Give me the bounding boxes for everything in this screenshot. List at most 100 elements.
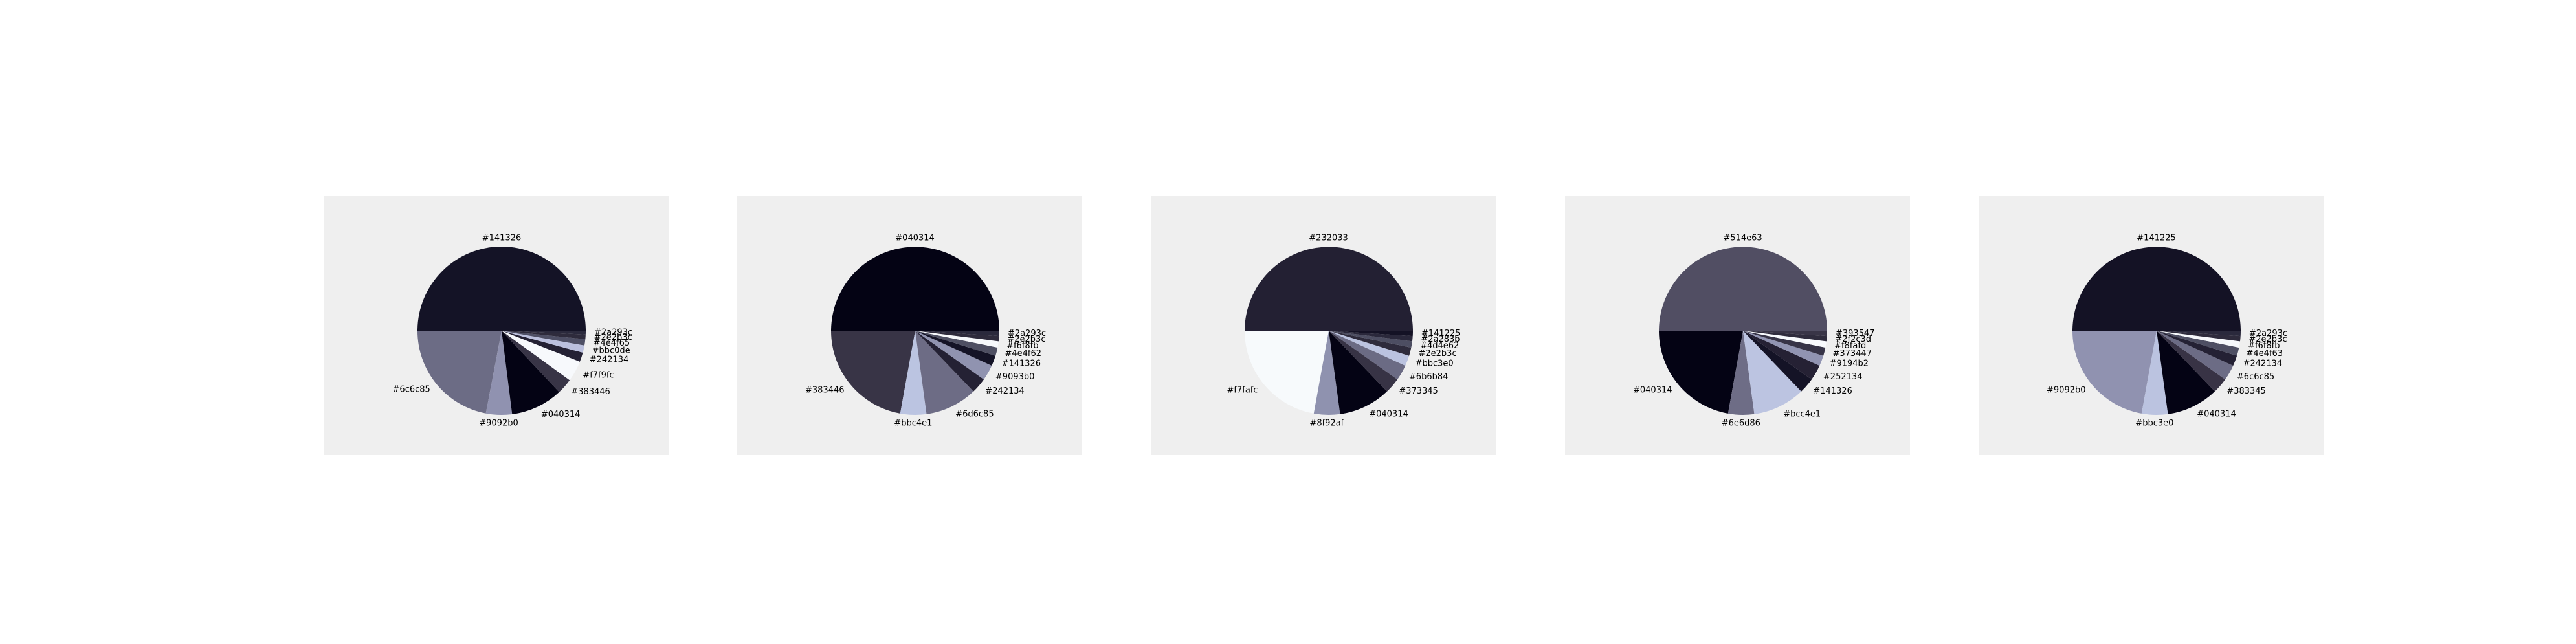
pie-panel-5: #141225 #9092b0 #bbc3e0 #040314 #383345 #6c6c… — [1979, 196, 2324, 455]
pie-slice — [915, 331, 974, 414]
pie-slice — [900, 331, 927, 415]
pie-slice — [915, 331, 996, 366]
pie-slice — [1743, 331, 1827, 342]
slice-label: #8f92af — [1309, 418, 1344, 428]
pie-slice — [417, 247, 586, 331]
pie-slice — [2157, 331, 2237, 366]
slice-label: #f7fafc — [1227, 386, 1258, 395]
slice-label: #141326 — [482, 234, 522, 243]
pie-slice — [1245, 331, 1329, 414]
pie-slice — [417, 331, 502, 414]
pie-slice — [831, 331, 915, 414]
pie-slice — [2157, 331, 2241, 337]
pie-slice — [1244, 247, 1413, 331]
pie-slice — [1743, 331, 1802, 414]
slice-label: #141225 — [1421, 329, 1461, 339]
slice-label: #252134 — [1823, 372, 1863, 382]
pie-slice — [502, 331, 586, 340]
pie-slice — [1743, 331, 1812, 392]
slice-label: #f8fafd — [1834, 341, 1866, 351]
slice-label: #bbc0de — [592, 346, 630, 356]
slice-label: #f6f8fb — [2248, 341, 2280, 351]
pie-slice — [502, 331, 583, 362]
pie-slice — [502, 331, 584, 353]
pie-slice — [915, 331, 999, 348]
slice-label: #4e4f65 — [594, 339, 630, 348]
slice-label: #2a293c — [1008, 329, 1046, 339]
slice-label: #393547 — [1836, 329, 1875, 339]
slice-label: #4e4f62 — [1005, 349, 1041, 359]
pie-slice — [1329, 331, 1410, 366]
slice-label: #6b6b84 — [1409, 372, 1448, 382]
slice-label: #383446 — [805, 386, 845, 395]
pie-slice — [1743, 331, 1827, 348]
slice-label: #9194b2 — [1830, 359, 1869, 369]
slice-label: #bcc4e1 — [1783, 409, 1821, 419]
slice-label: #6c6c85 — [2237, 372, 2274, 382]
pie-slice — [2157, 331, 2215, 414]
slice-label: #6e6d86 — [1722, 418, 1760, 428]
slice-label: #242134 — [2243, 359, 2283, 369]
slice-label: #4e4f63 — [2246, 349, 2283, 359]
slice-label: #6d6c85 — [955, 409, 994, 419]
pie-slice — [1659, 331, 1743, 414]
pie-slice — [1658, 247, 1827, 331]
slice-label: #2e2b3c — [1007, 335, 1045, 344]
pie-slice — [915, 331, 999, 337]
slice-label: #040314 — [1633, 386, 1672, 395]
pie-slice — [502, 331, 580, 381]
slice-label: #f7f9fc — [583, 370, 614, 380]
pie-slice — [2157, 331, 2234, 380]
slice-label: #f6f8fb — [1006, 341, 1038, 351]
pie-slice — [1329, 331, 1388, 414]
slice-label: #2a283b — [1421, 335, 1460, 344]
pie-panel-1: #141326 #6c6c85 #9092b0 #040314 #383446 #f7f9… — [324, 196, 669, 455]
slice-label: #141326 — [1813, 386, 1852, 396]
slice-label: #4d4e62 — [1420, 341, 1459, 351]
pie-panel-2: #040314 #383446 #bbc4e1 #6d6c85 #242134 #9093… — [737, 196, 1082, 455]
pie-chart-4: #514e63 #040314 #6e6d86 #bcc4e1 #141326 #2521… — [1633, 234, 1875, 428]
slice-label: #bbc4e1 — [894, 418, 932, 428]
pie-slice — [1727, 331, 1755, 415]
slice-label: #040314 — [895, 234, 935, 243]
pie-slice — [1743, 331, 1824, 366]
pie-slice — [1743, 331, 1820, 380]
pie-slice — [502, 331, 570, 392]
slice-label: #2e2b3c — [2248, 335, 2287, 344]
slice-label: #373447 — [1832, 349, 1872, 359]
pie-slice — [502, 331, 559, 414]
pie-slice — [1329, 331, 1412, 348]
slice-label: #040314 — [541, 410, 581, 419]
pie-chart-2: #040314 #383446 #bbc4e1 #6d6c85 #242134 #9093… — [805, 234, 1046, 428]
pie-slice — [1329, 331, 1398, 392]
slice-label: #383345 — [2226, 386, 2266, 396]
slice-label: #232033 — [1309, 234, 1348, 243]
pie-slice — [2072, 331, 2157, 414]
pie-slice — [2141, 331, 2168, 415]
slice-label: #040314 — [2197, 409, 2236, 419]
slice-label: #bbc3e0 — [1416, 359, 1454, 369]
slice-label: #242134 — [590, 355, 629, 365]
slice-label: #bbc3e0 — [2135, 418, 2173, 428]
slice-label: #141225 — [2137, 234, 2176, 243]
pie-slice — [1329, 331, 1412, 356]
slice-label: #6c6c85 — [393, 385, 430, 395]
pie-slice — [2157, 331, 2241, 342]
slice-label: #9093b0 — [995, 372, 1035, 382]
pie-slice — [2072, 247, 2241, 331]
pie-slice — [915, 331, 998, 356]
pie-slice — [1329, 331, 1413, 342]
slice-label: #040314 — [1369, 409, 1408, 419]
pie-slice — [2157, 331, 2239, 356]
pie-chart-1: #141326 #6c6c85 #9092b0 #040314 #383446 #f7f9… — [393, 234, 633, 428]
pie-slice — [915, 331, 992, 380]
slice-label: #2e2b3c — [594, 333, 632, 342]
pie-slice — [1329, 331, 1406, 380]
slice-label: #2a293c — [2249, 329, 2287, 339]
slice-label: #2f2c3d — [1835, 335, 1871, 344]
pie-slice — [1743, 331, 1826, 356]
pie-slice — [2157, 331, 2240, 348]
slice-label: #514e63 — [1723, 234, 1762, 243]
pie-slice — [1313, 331, 1340, 415]
pie-panel-3: #232033 #f7fafc #8f92af #040314 #373345 #6b6b… — [1151, 196, 1496, 455]
